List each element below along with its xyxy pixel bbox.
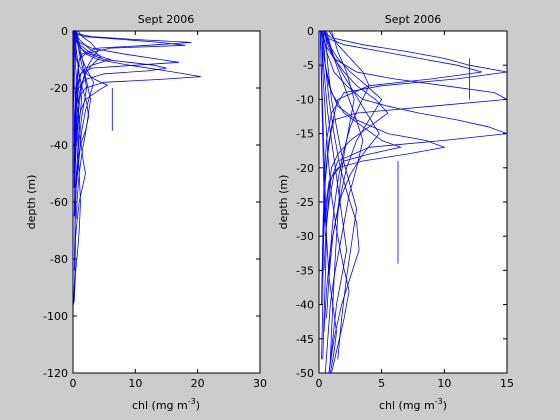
series-line-left-14: [75, 30, 91, 220]
series-line-left-17: [75, 30, 99, 163]
xtick-label-left: 0: [70, 377, 77, 390]
xlabel-left: chl (mg m-3): [132, 397, 200, 412]
series-line-right-4: [322, 30, 508, 271]
chart-title-right: Sept 2006: [385, 13, 442, 26]
xticks-right: 0 5 10 15: [316, 31, 514, 390]
series-line-right-15: [323, 30, 383, 319]
yticks-right: 0 -5 -10 -15 -20 -25 -30 -35 -40 -45 -50: [296, 25, 507, 380]
series-line-left-15: [74, 30, 95, 231]
ytick-label-right: -35: [296, 264, 314, 277]
xlabel-left-close: ): [196, 399, 200, 412]
series-line-left-11: [73, 30, 86, 245]
ytick-label-left: -40: [50, 139, 68, 152]
xtick-label-right: 15: [500, 377, 514, 390]
series-line-right-12: [321, 30, 350, 374]
ytick-label-right: -40: [296, 299, 314, 312]
ytick-label-left: -60: [50, 196, 68, 209]
ytick-label-left: -100: [43, 310, 68, 323]
series-line-right-19: [324, 30, 358, 360]
ytick-label-right: -10: [296, 93, 314, 106]
ytick-label-right: -45: [296, 333, 314, 346]
ytick-label-left: -80: [50, 253, 68, 266]
chart-title-left: Sept 2006: [138, 13, 195, 26]
ytick-label-left: 0: [61, 25, 68, 38]
plot-area-left: [72, 30, 261, 374]
chart-left: 0 10 20 30 0-20-40-60-80-100-120 Sept 2006 …: [25, 13, 267, 412]
series-line-right-11: [322, 30, 360, 374]
plot-area-right: [318, 30, 508, 374]
xtick-label-right: 0: [316, 377, 323, 390]
lines-right: [319, 30, 509, 374]
xlabel-right-main: chl (mg m: [379, 399, 435, 412]
xticks-left: 0 10 20 30: [70, 31, 267, 390]
ytick-label-right: -30: [296, 230, 314, 243]
series-line-right-18: [329, 30, 355, 360]
series-line-right-14: [328, 30, 370, 271]
ytick-label-left: -20: [50, 82, 68, 95]
series-line-right-17: [319, 30, 327, 360]
ytick-label-right: -5: [303, 59, 314, 72]
lines-left: [73, 30, 201, 305]
xtick-label-left: 10: [128, 377, 142, 390]
series-line-left-8: [73, 30, 109, 168]
xtick-label-right: 5: [378, 377, 385, 390]
xtick-label-right: 10: [437, 377, 451, 390]
xtick-label-left: 20: [191, 377, 205, 390]
ylabel-right: depth (m): [277, 175, 290, 230]
ylabel-left: depth (m): [25, 175, 38, 230]
yticks-left: 0 -20 -40 -60 -80 -100 -120: [43, 25, 260, 380]
series-line-left-7: [73, 30, 102, 188]
xlabel-right: chl (mg m-3): [379, 397, 447, 412]
xlabel-right-sup: -3: [435, 397, 443, 406]
series-line-left-16: [73, 30, 83, 271]
ytick-label-right: 0: [307, 25, 314, 38]
ytick-label-right: -50: [296, 367, 314, 380]
chart-right: 0 5 10 15 0 -5 -10 -15 -20 -25 -30 -35 -40 -45 -50 Se…: [277, 13, 514, 412]
ytick-label-right: -25: [296, 196, 314, 209]
xlabel-left-main: chl (mg m: [132, 399, 188, 412]
ytick-label-right: -20: [296, 162, 314, 175]
ytick-label-right: -15: [296, 128, 314, 141]
ytick-label-left: -120: [43, 367, 68, 380]
xlabel-right-close: ): [443, 399, 447, 412]
xlabel-left-sup: -3: [188, 397, 196, 406]
series-line-right-13: [319, 30, 337, 374]
xtick-label-left: 30: [253, 377, 267, 390]
series-line-right-10: [324, 30, 364, 374]
